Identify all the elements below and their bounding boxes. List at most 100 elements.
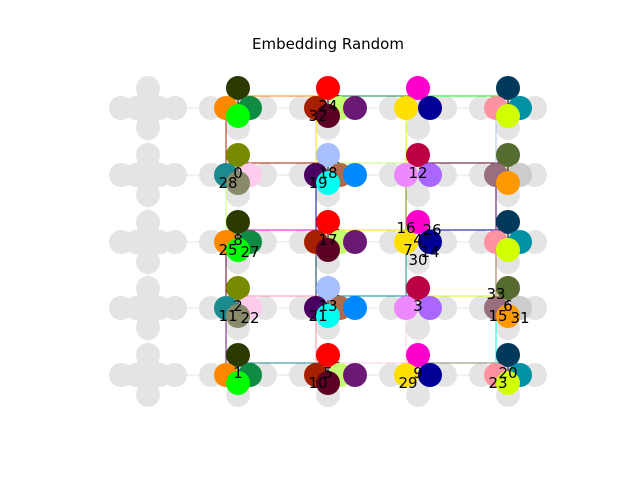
embedding-node bbox=[496, 304, 520, 328]
node-label: 26 bbox=[422, 221, 441, 239]
embedding-node bbox=[418, 363, 442, 387]
grid-node bbox=[406, 316, 430, 340]
embedding-node bbox=[406, 143, 430, 167]
node-label: 27 bbox=[240, 243, 259, 261]
embedding-node bbox=[316, 343, 340, 367]
embedding-node bbox=[496, 104, 520, 128]
grid-node bbox=[136, 316, 160, 340]
embedding-node bbox=[418, 163, 442, 187]
embedding-nodes bbox=[214, 76, 532, 395]
node-label: 2 bbox=[233, 297, 243, 315]
embedding-node bbox=[343, 296, 367, 320]
embedding-node bbox=[496, 210, 520, 234]
grid-node bbox=[163, 230, 187, 254]
embedding-node bbox=[316, 238, 340, 262]
embedding-node bbox=[316, 304, 340, 328]
node-label: 24 bbox=[318, 97, 337, 115]
node-label: 19 bbox=[308, 174, 327, 192]
embedding-node bbox=[226, 276, 250, 300]
embedding-node bbox=[418, 230, 442, 254]
grid-node bbox=[163, 96, 187, 120]
node-label: 15 bbox=[488, 307, 507, 325]
embedding-node bbox=[496, 343, 520, 367]
grid-node bbox=[406, 383, 430, 407]
embedding-node bbox=[394, 296, 418, 320]
node-label: 17 bbox=[318, 231, 337, 249]
node-labels: 012 3456789101112131415161718192021222324… bbox=[218, 97, 529, 392]
grid-node bbox=[124, 163, 148, 187]
grid-node bbox=[163, 363, 187, 387]
embedding-node bbox=[316, 371, 340, 395]
node-label: 31 bbox=[510, 309, 529, 327]
embedding-node bbox=[226, 371, 250, 395]
node-label: 21 bbox=[308, 307, 327, 325]
grid-node bbox=[136, 183, 160, 207]
embedding-node bbox=[316, 143, 340, 167]
node-label: 14 bbox=[420, 243, 439, 261]
node-label: 9 bbox=[413, 364, 423, 382]
grid-node bbox=[136, 383, 160, 407]
node-label: 22 bbox=[240, 309, 259, 327]
embedding-node bbox=[406, 343, 430, 367]
figure-title: Embedding Random bbox=[252, 35, 404, 53]
node-label: 3 bbox=[413, 297, 423, 315]
embedding-node bbox=[316, 104, 340, 128]
embedding-node bbox=[316, 210, 340, 234]
grid-node bbox=[406, 183, 430, 207]
node-label: 6 bbox=[503, 297, 513, 315]
embedding-node bbox=[496, 143, 520, 167]
embedding-node bbox=[394, 96, 418, 120]
embedding-node bbox=[226, 143, 250, 167]
node-label: 18 bbox=[318, 164, 337, 182]
node-label: 4 bbox=[413, 231, 423, 249]
embedding-node bbox=[226, 171, 250, 195]
embedding-node bbox=[418, 96, 442, 120]
node-label: 10 bbox=[308, 374, 327, 392]
embedding-node bbox=[343, 163, 367, 187]
embedding-node bbox=[394, 363, 418, 387]
grid-node bbox=[163, 163, 187, 187]
embedding-node bbox=[394, 230, 418, 254]
embedding-node bbox=[496, 171, 520, 195]
grid-node bbox=[124, 296, 148, 320]
embedding-node bbox=[226, 238, 250, 262]
node-label: 1 bbox=[233, 364, 243, 382]
embedding-node bbox=[394, 163, 418, 187]
embedding-node bbox=[343, 96, 367, 120]
node-label: 33 bbox=[486, 285, 505, 303]
embedding-node bbox=[343, 363, 367, 387]
grid-node bbox=[124, 230, 148, 254]
node-label: 13 bbox=[318, 297, 337, 315]
embedding-node bbox=[406, 210, 430, 234]
embedding-node bbox=[226, 76, 250, 100]
node-label: 5 bbox=[323, 364, 333, 382]
node-label: 8 bbox=[233, 231, 243, 249]
grid-node bbox=[136, 116, 160, 140]
node-label: 12 bbox=[408, 164, 427, 182]
node-label: 0 bbox=[233, 164, 243, 182]
node-label: 7 bbox=[403, 241, 413, 259]
node-label: 20 bbox=[498, 364, 517, 382]
grid-node bbox=[163, 296, 187, 320]
grid-node bbox=[124, 363, 148, 387]
embedding-node bbox=[226, 304, 250, 328]
grid-node bbox=[406, 116, 430, 140]
embedding-node bbox=[406, 276, 430, 300]
grid-node bbox=[136, 250, 160, 274]
embedding-node bbox=[496, 371, 520, 395]
node-label: 28 bbox=[218, 174, 237, 192]
embedding-node bbox=[496, 76, 520, 100]
embedding-node bbox=[418, 296, 442, 320]
node-label: 29 bbox=[398, 374, 417, 392]
embedding-node bbox=[406, 76, 430, 100]
node-label: 23 bbox=[488, 374, 507, 392]
node-label: 32 bbox=[308, 107, 327, 125]
embedding-node bbox=[496, 238, 520, 262]
embedding-node bbox=[496, 276, 520, 300]
node-label: 30 bbox=[408, 251, 427, 269]
embedding-node bbox=[316, 171, 340, 195]
embedding-node bbox=[316, 276, 340, 300]
grid-node bbox=[406, 250, 430, 274]
node-label: 11 bbox=[218, 307, 237, 325]
